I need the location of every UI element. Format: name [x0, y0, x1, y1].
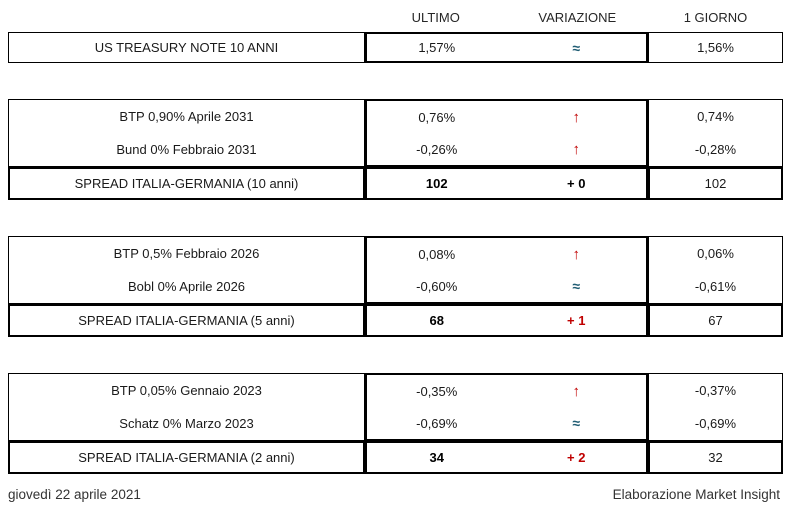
- spread-variation-value: + 0: [567, 176, 586, 191]
- column-header-1-giorno: 1 GIORNO: [683, 9, 748, 25]
- spread-variation-value: + 2: [567, 450, 586, 465]
- bond-rows: BTP 0,05% Gennaio 2023 Schatz 0% Marzo 20…: [8, 373, 783, 441]
- ultimo-value: 0,76%: [418, 109, 456, 125]
- spread-ultimo-value: 102: [425, 176, 448, 191]
- spread-variation-value: + 1: [567, 313, 586, 328]
- instrument-label: Bund 0% Febbraio 2031: [116, 142, 257, 157]
- giorno-column-box: 1,56%: [648, 32, 783, 63]
- spread-giorno-value: 67: [648, 304, 783, 337]
- approx-equal-icon: ≈: [572, 415, 581, 431]
- arrow-up-icon: ↑: [572, 140, 581, 158]
- giorno-value: -0,61%: [694, 279, 737, 294]
- giorno-value: -0,28%: [694, 142, 737, 157]
- ultimo-value: -0,60%: [416, 278, 458, 294]
- ultimo-value: -0,35%: [416, 383, 458, 399]
- value-row: -0,26% ↑: [367, 133, 646, 165]
- spread-label: SPREAD ITALIA-GERMANIA (5 anni): [8, 304, 365, 337]
- ultimo-value: 1,57%: [418, 40, 456, 55]
- giorno-value: -0,37%: [694, 383, 737, 398]
- ultimo-value: 0,08%: [418, 246, 456, 262]
- instrument-label: US TREASURY NOTE 10 ANNI: [94, 40, 279, 55]
- value-row: -0,69% ≈: [367, 407, 646, 439]
- values-column-box: 0,76% ↑ -0,26% ↑: [365, 99, 648, 167]
- spread-row: SPREAD ITALIA-GERMANIA (2 anni) 34 + 2 32: [8, 441, 783, 474]
- column-header-ultimo: ULTIMO: [411, 9, 460, 25]
- arrow-up-icon: ↑: [572, 245, 581, 263]
- value-row: 0,76% ↑: [367, 101, 646, 133]
- values-column-box: 0,08% ↑ -0,60% ≈: [365, 236, 648, 304]
- giorno-value: 1,56%: [697, 40, 734, 55]
- spread-giorno-value: 102: [648, 167, 783, 200]
- value-row: -0,35% ↑: [367, 375, 646, 407]
- bond-rows: BTP 0,5% Febbraio 2026 Bobl 0% Aprile 202…: [8, 236, 783, 304]
- instrument-group: BTP 0,90% Aprile 2031 Bund 0% Febbraio 20…: [8, 99, 783, 200]
- label-column-box: BTP 0,90% Aprile 2031 Bund 0% Febbraio 20…: [8, 99, 365, 167]
- instrument-group: BTP 0,05% Gennaio 2023 Schatz 0% Marzo 20…: [8, 373, 783, 474]
- giorno-column-box: 0,74% -0,28%: [648, 99, 783, 167]
- spread-label: SPREAD ITALIA-GERMANIA (2 anni): [8, 441, 365, 474]
- instrument-label: Bobl 0% Aprile 2026: [127, 279, 246, 294]
- report-credit: Elaborazione Market Insight: [612, 487, 780, 502]
- ultimo-value: -0,69%: [416, 415, 458, 431]
- spread-values: 34 + 2: [365, 441, 648, 474]
- spread-ultimo-value: 34: [429, 450, 444, 465]
- values-column-box: -0,35% ↑ -0,69% ≈: [365, 373, 648, 441]
- spread-giorno-value: 32: [648, 441, 783, 474]
- arrow-up-icon: ↑: [572, 108, 581, 126]
- instrument-label: BTP 0,5% Febbraio 2026: [113, 246, 260, 261]
- spread-ultimo-value: 68: [429, 313, 444, 328]
- instrument-group: BTP 0,5% Febbraio 2026 Bobl 0% Aprile 202…: [8, 236, 783, 337]
- table-header-row: ULTIMO VARIAZIONE 1 GIORNO: [8, 8, 783, 26]
- instrument-label: BTP 0,90% Aprile 2031: [119, 109, 254, 124]
- spread-row: SPREAD ITALIA-GERMANIA (5 anni) 68 + 1 67: [8, 304, 783, 337]
- bond-rows: BTP 0,90% Aprile 2031 Bund 0% Febbraio 20…: [8, 99, 783, 167]
- value-row: 1,57% ≈: [367, 34, 646, 61]
- instrument-group: US TREASURY NOTE 10 ANNI 1,57% ≈1,56%: [8, 32, 783, 63]
- footer: giovedì 22 aprile 2021 Elaborazione Mark…: [0, 487, 794, 502]
- spread-values: 102 + 0: [365, 167, 648, 200]
- giorno-column-box: 0,06% -0,61%: [648, 236, 783, 304]
- spread-values: 68 + 1: [365, 304, 648, 337]
- value-row: 0,08% ↑: [367, 238, 646, 270]
- approx-equal-icon: ≈: [572, 39, 581, 56]
- giorno-value: 0,06%: [697, 246, 734, 261]
- value-row: -0,60% ≈: [367, 270, 646, 302]
- bond-rows: US TREASURY NOTE 10 ANNI 1,57% ≈1,56%: [8, 32, 783, 63]
- label-column-box: BTP 0,5% Febbraio 2026 Bobl 0% Aprile 202…: [8, 236, 365, 304]
- values-column-box: 1,57% ≈: [365, 32, 648, 63]
- label-column-box: BTP 0,05% Gennaio 2023 Schatz 0% Marzo 20…: [8, 373, 365, 441]
- arrow-up-icon: ↑: [572, 382, 581, 400]
- approx-equal-icon: ≈: [572, 278, 581, 294]
- spread-row: SPREAD ITALIA-GERMANIA (10 anni) 102 + 0 10…: [8, 167, 783, 200]
- instrument-label: Schatz 0% Marzo 2023: [119, 416, 254, 431]
- label-column-box: US TREASURY NOTE 10 ANNI: [8, 32, 365, 63]
- giorno-value: -0,69%: [694, 416, 737, 431]
- column-header-variazione: VARIAZIONE: [538, 9, 617, 25]
- report-date: giovedì 22 aprile 2021: [8, 487, 141, 502]
- instrument-label: BTP 0,05% Gennaio 2023: [111, 383, 262, 398]
- giorno-column-box: -0,37% -0,69%: [648, 373, 783, 441]
- spread-label: SPREAD ITALIA-GERMANIA (10 anni): [8, 167, 365, 200]
- rates-table: US TREASURY NOTE 10 ANNI 1,57% ≈1,56% BTP 0…: [8, 32, 783, 474]
- ultimo-value: -0,26%: [416, 141, 458, 157]
- giorno-value: 0,74%: [697, 109, 734, 124]
